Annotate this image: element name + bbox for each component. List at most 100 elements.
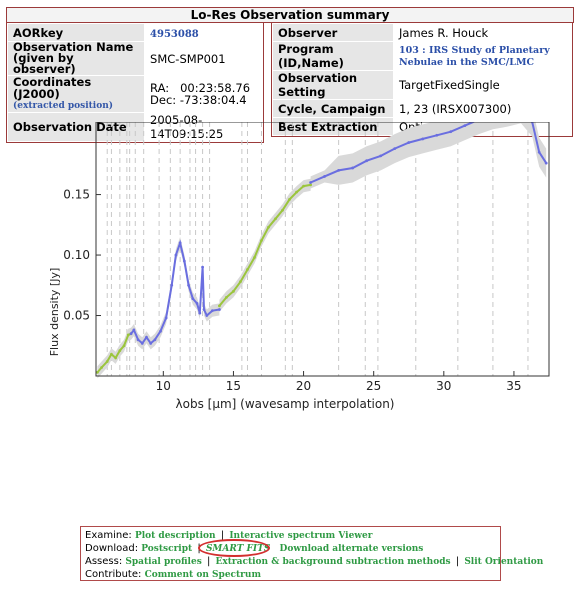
data-point bbox=[365, 159, 369, 163]
data-point bbox=[202, 308, 206, 311]
dec-label: Dec: bbox=[150, 93, 177, 107]
series-line bbox=[218, 183, 311, 307]
data-point bbox=[118, 349, 122, 352]
obsname-value: SMC-SMP001 bbox=[145, 42, 262, 75]
contribute-label: Contribute: bbox=[85, 569, 142, 580]
data-point bbox=[211, 309, 214, 313]
obsname-label: Observation Name (given by observer) bbox=[8, 41, 145, 75]
aorkey-label: AORkey bbox=[8, 24, 145, 41]
x-tick-label: 20 bbox=[296, 379, 311, 393]
data-point bbox=[205, 314, 209, 317]
highlight-ellipse bbox=[198, 539, 270, 557]
data-point bbox=[178, 241, 182, 245]
plot-description-link[interactable]: Plot description bbox=[134, 531, 216, 541]
slit-orientation-link[interactable]: Slit Orientation bbox=[464, 557, 544, 567]
observer-label: Observer bbox=[273, 24, 393, 41]
ra-label: RA: bbox=[150, 81, 170, 95]
axes: 10 15 20 25 30 35 0.05 0.10 0.15 bbox=[63, 122, 550, 393]
data-point bbox=[114, 356, 118, 360]
postscript-link[interactable]: Postscript bbox=[141, 544, 193, 554]
cycle-label: Cycle, Campaign bbox=[273, 100, 393, 117]
data-point bbox=[260, 239, 263, 242]
separator: | bbox=[206, 556, 211, 567]
data-point bbox=[537, 150, 541, 154]
observation-table-right: Observer James R. Houck Program (ID,Name… bbox=[271, 22, 573, 137]
data-point bbox=[449, 130, 453, 134]
x-tick-label: 10 bbox=[156, 379, 171, 393]
data-point bbox=[309, 181, 312, 184]
series-line bbox=[130, 239, 220, 345]
data-point bbox=[239, 280, 242, 284]
data-point bbox=[191, 297, 195, 300]
x-axis-label: λobs [μm] (wavesamp interpolation) bbox=[176, 397, 395, 411]
program-label: Program (ID,Name) bbox=[273, 42, 393, 70]
data-point bbox=[407, 141, 411, 144]
data-point bbox=[153, 338, 157, 342]
interactive-viewer-link[interactable]: Interactive spectrum Viewer bbox=[229, 531, 373, 541]
data-point bbox=[122, 344, 126, 348]
spatial-profiles-link[interactable]: Spatial profiles bbox=[125, 557, 202, 567]
data-point bbox=[351, 166, 355, 170]
data-point bbox=[274, 217, 277, 221]
data-point bbox=[337, 168, 341, 172]
data-point bbox=[174, 253, 178, 257]
y-tick-label: 0.05 bbox=[63, 309, 90, 323]
data-point bbox=[145, 335, 148, 339]
data-point bbox=[198, 311, 202, 315]
aorkey-link[interactable]: 4953088 bbox=[150, 28, 199, 40]
data-point bbox=[246, 268, 249, 271]
observation-table-left: AORkey 4953088 Observation Name (given b… bbox=[6, 22, 264, 143]
grid-lines bbox=[106, 122, 529, 376]
extracted-position-link[interactable]: (extracted position) bbox=[13, 101, 114, 111]
x-tick-label: 25 bbox=[366, 379, 381, 393]
setting-label: Observation Setting bbox=[273, 71, 393, 99]
obs-date-value: 2005-08-14T09:15:25 bbox=[145, 113, 262, 141]
y-tick-label: 0.15 bbox=[63, 188, 90, 202]
data-point bbox=[463, 124, 467, 128]
coordinates-label: Coordinates (J2000) bbox=[13, 75, 92, 101]
separator: | bbox=[220, 530, 225, 541]
data-point bbox=[253, 256, 256, 259]
data-point bbox=[129, 332, 133, 336]
comment-link[interactable]: Comment on Spectrum bbox=[144, 570, 261, 580]
data-point bbox=[110, 352, 113, 356]
data-point bbox=[379, 154, 383, 158]
x-tick-label: 30 bbox=[436, 379, 451, 393]
obs-date-label: Observation Date bbox=[8, 113, 145, 141]
data-point bbox=[201, 265, 204, 269]
data-point bbox=[105, 360, 109, 363]
plot-frame bbox=[95, 122, 550, 377]
data-point bbox=[159, 329, 162, 333]
series-group bbox=[96, 122, 548, 374]
summary-title: Lo-Res Observation summary bbox=[6, 7, 574, 23]
data-point bbox=[288, 198, 291, 201]
cycle-value: 1, 23 (IRSX007300) bbox=[394, 100, 571, 117]
data-point bbox=[323, 175, 327, 178]
data-point bbox=[149, 341, 153, 345]
data-point bbox=[232, 289, 235, 293]
extraction-methods-link[interactable]: Extraction & background subtraction meth… bbox=[215, 557, 451, 567]
uncertainty-band bbox=[97, 122, 547, 379]
data-point bbox=[309, 183, 312, 187]
uncertainty-band-shape bbox=[97, 122, 547, 379]
y-axis-label: Flux density [Jy] bbox=[48, 268, 61, 357]
download-label: Download: bbox=[85, 543, 139, 554]
data-point bbox=[544, 161, 548, 165]
program-link[interactable]: 103 : IRS Study of Planetary Nebulae in … bbox=[399, 45, 550, 68]
data-point bbox=[136, 338, 140, 342]
data-point bbox=[140, 341, 144, 345]
ra-value: 00:23:58.76 bbox=[180, 81, 251, 95]
links-box: Examine: Plot description | Interactive … bbox=[80, 526, 543, 581]
data-point bbox=[302, 184, 305, 188]
data-point bbox=[225, 295, 228, 299]
data-point bbox=[132, 328, 136, 332]
data-point bbox=[393, 147, 397, 151]
setting-value: TargetFixedSingle bbox=[394, 71, 571, 99]
separator: | bbox=[455, 556, 460, 567]
download-alternate-link[interactable]: Download alternate versions bbox=[279, 544, 424, 554]
data-point bbox=[187, 283, 190, 287]
data-point bbox=[435, 133, 439, 137]
x-tick-label: 15 bbox=[226, 379, 241, 393]
x-tick-label: 35 bbox=[506, 379, 521, 393]
data-point bbox=[170, 283, 174, 287]
